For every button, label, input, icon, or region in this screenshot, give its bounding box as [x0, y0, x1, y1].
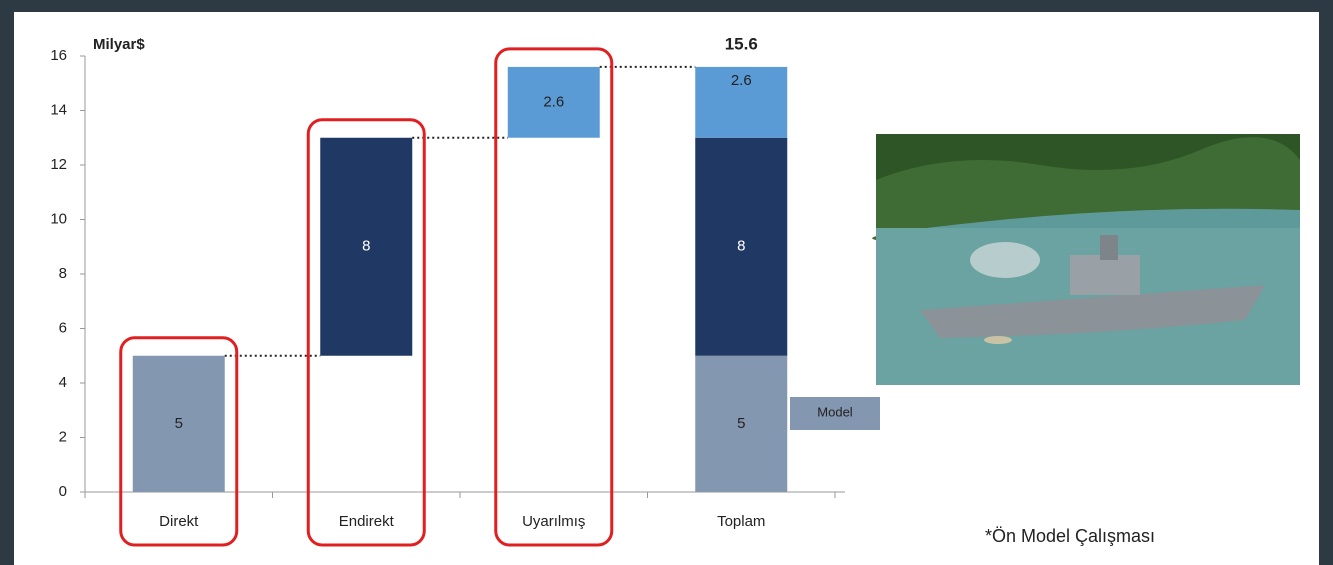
total-label: 15.6	[725, 34, 758, 53]
total-segment-label: 8	[737, 238, 745, 255]
legend-swatch	[790, 397, 880, 430]
highlight-box	[494, 47, 614, 547]
y-tick-label: 10	[50, 210, 67, 227]
x-tick-label: Toplam	[717, 513, 765, 530]
y-tick-label: 6	[59, 319, 67, 336]
highlight-box	[306, 118, 426, 547]
x-tick-label: Uyarılmış	[522, 513, 585, 530]
footnote: *Ön Model Çalışması	[985, 526, 1155, 546]
x-tick-label: Endirekt	[339, 513, 395, 530]
total-segment	[695, 355, 788, 492]
x-tick-label: Direkt	[159, 513, 199, 530]
y-tick-label: 2	[59, 428, 67, 445]
total-segment-label: 5	[737, 415, 745, 432]
photo	[872, 134, 1300, 385]
data-label: 5	[175, 415, 183, 432]
total-segment-label: 2.6	[731, 72, 752, 89]
bar	[320, 137, 413, 356]
data-label: 8	[362, 238, 370, 255]
total-segment	[695, 66, 788, 138]
data-label: 2.6	[543, 93, 564, 110]
bar	[132, 355, 225, 492]
y-tick-label: 4	[59, 374, 67, 391]
legend-label: Model	[817, 404, 853, 419]
bar	[507, 66, 600, 138]
total-segment	[695, 137, 788, 356]
y-tick-label: 14	[50, 101, 67, 118]
y-tick-label: 8	[59, 265, 67, 282]
y-tick-label: 12	[50, 156, 67, 173]
highlight-box	[119, 336, 239, 547]
y-axis-label: Milyar$	[93, 36, 145, 53]
y-tick-label: 16	[50, 47, 67, 64]
y-tick-label: 0	[59, 483, 67, 500]
